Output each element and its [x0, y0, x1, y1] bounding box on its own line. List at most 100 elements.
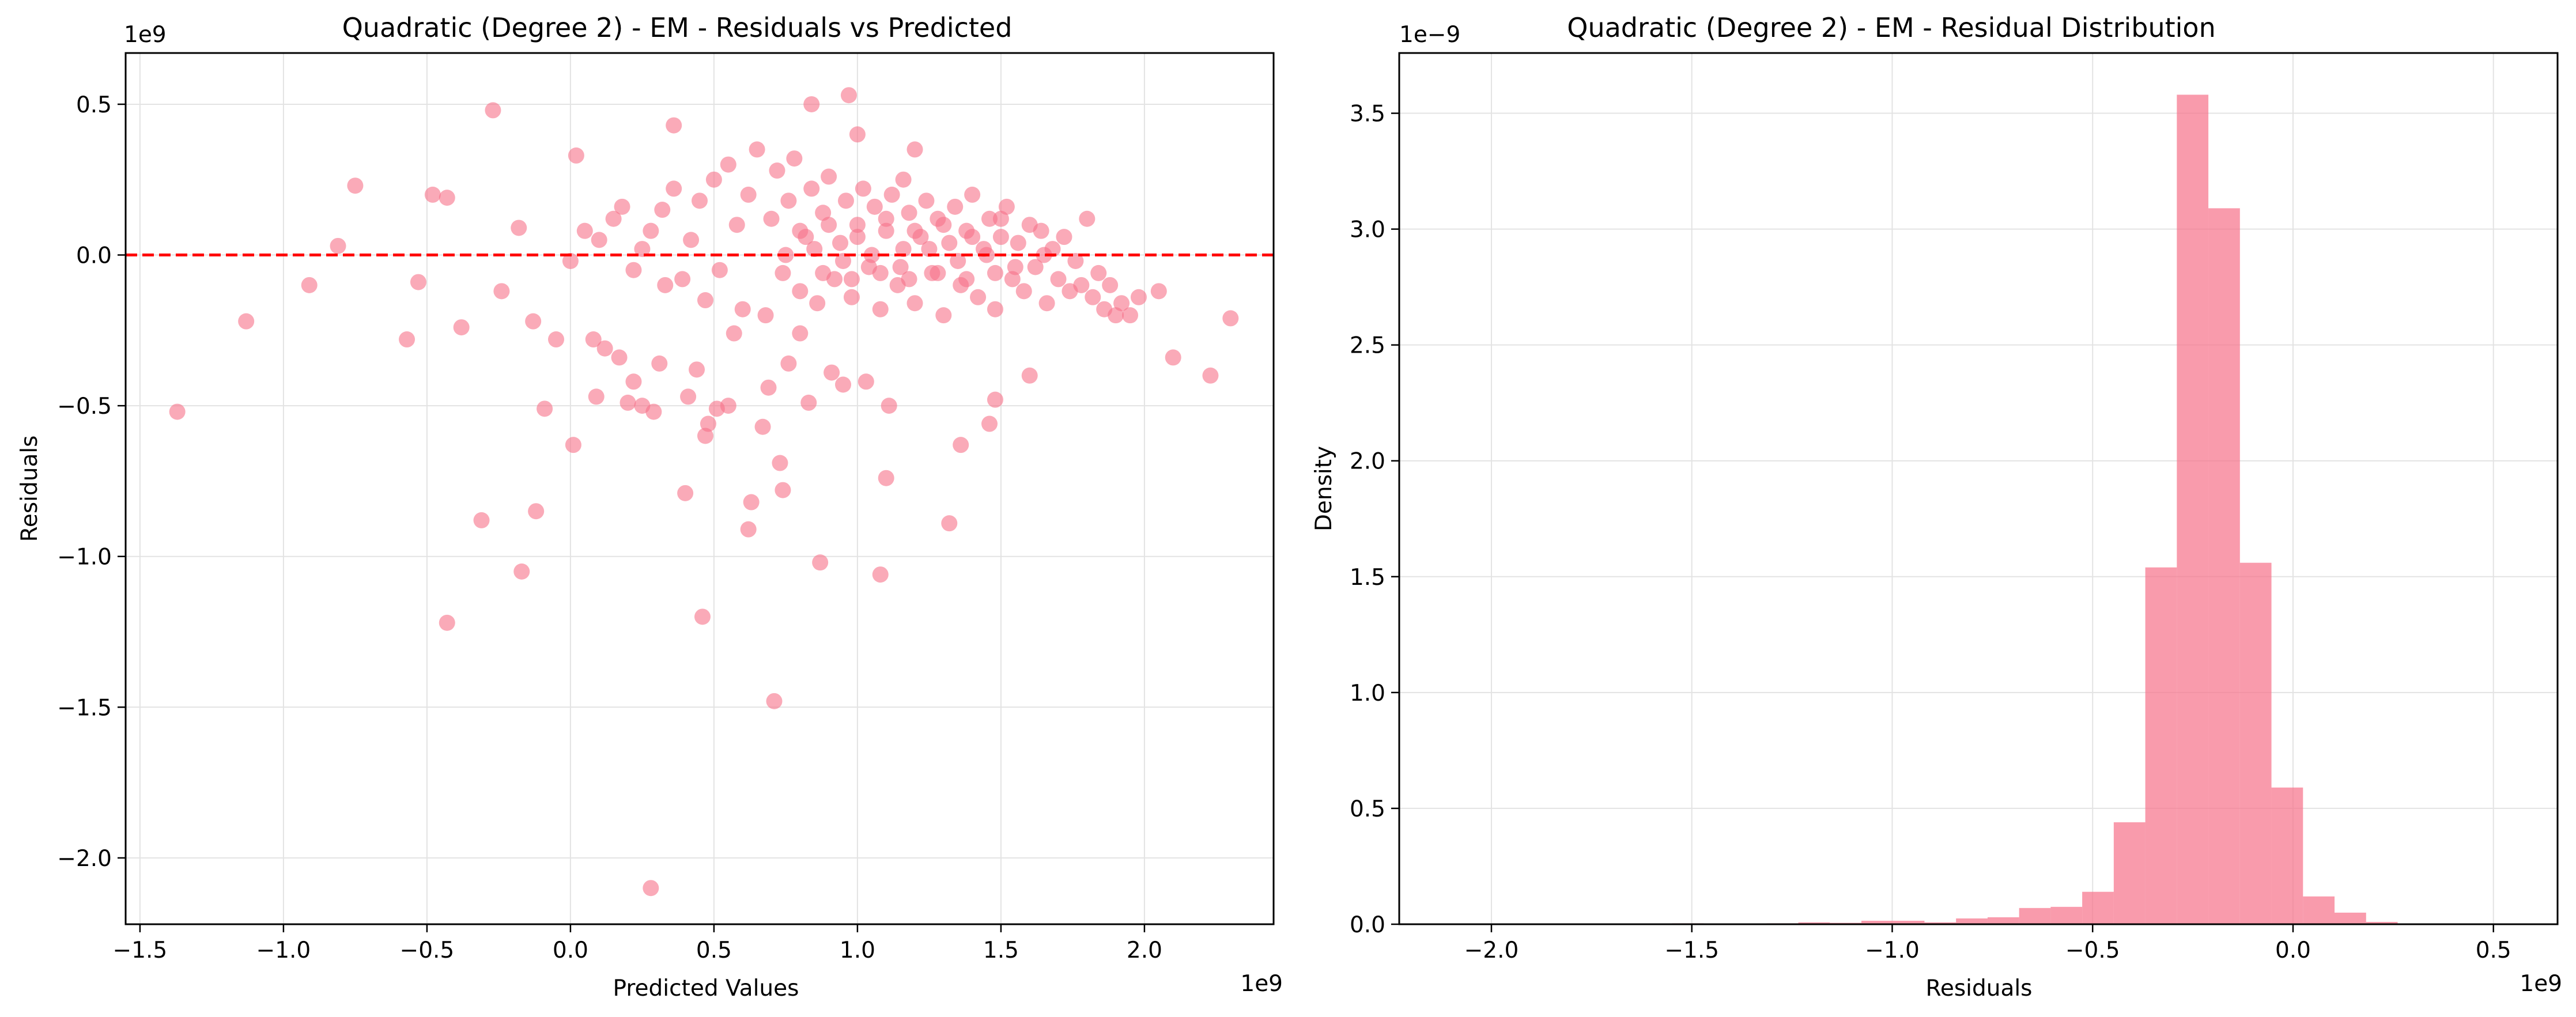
scatter-y-axis-label: Residuals: [17, 435, 43, 542]
scatter-point: [858, 373, 874, 390]
scatter-x-offset-label: 1e9: [1240, 971, 1283, 997]
scatter-point: [537, 400, 553, 417]
scatter-point: [625, 262, 642, 278]
scatter-point: [654, 202, 671, 218]
scatter-point: [1027, 259, 1044, 275]
scatter-point: [674, 271, 691, 288]
scatter-point: [935, 217, 952, 233]
y-tick-label: 2.5: [1350, 333, 1385, 359]
scatter-point: [683, 232, 700, 248]
scatter-point: [780, 192, 797, 209]
scatter-point: [511, 220, 527, 236]
histogram-bar: [2145, 567, 2177, 924]
scatter-point: [958, 271, 975, 288]
scatter-point: [806, 241, 823, 258]
scatter-point: [815, 264, 832, 281]
scatter-point: [754, 418, 771, 435]
y-tick-label: 0.5: [76, 92, 112, 118]
x-tick-label: −1.5: [113, 937, 168, 963]
histogram-y-ticks: 0.0 0.5 1.0 1.5 2.0 2.5 3.0 3.5: [1350, 101, 1399, 938]
scatter-point: [930, 264, 946, 281]
scatter-point: [525, 313, 542, 330]
scatter-point: [987, 264, 1003, 281]
scatter-point: [1007, 259, 1023, 275]
scatter-axes-frame: [124, 52, 1275, 925]
scatter-point: [588, 388, 605, 405]
scatter-point: [643, 222, 659, 239]
scatter-point: [895, 171, 912, 188]
scatter-point: [901, 205, 917, 221]
scatter-point: [821, 168, 837, 185]
histogram-x-axis-label: Residuals: [1925, 976, 2032, 1001]
scatter-point: [749, 141, 765, 158]
scatter-point: [169, 403, 186, 420]
scatter-point: [697, 292, 713, 309]
scatter-point: [614, 198, 630, 215]
scatter-point: [743, 494, 760, 511]
y-tick-label: −1.0: [57, 545, 112, 570]
scatter-point: [964, 229, 981, 245]
scatter-point: [689, 361, 705, 378]
scatter-points: [169, 87, 1239, 897]
scatter-point: [634, 241, 651, 258]
scatter-point: [611, 349, 628, 366]
scatter-point: [513, 563, 530, 580]
scatter-point: [697, 428, 713, 444]
scatter-y-ticks: −2.0 −1.5 −1.0 −0.5 0.0 0.5: [57, 92, 126, 872]
x-tick-label: 1.0: [840, 937, 875, 963]
histogram-y-offset-label: 1e−9: [1399, 22, 1460, 48]
x-tick-label: −0.5: [2065, 937, 2120, 963]
scatter-point: [694, 608, 711, 625]
histogram-bar: [1956, 918, 1988, 924]
scatter-point: [657, 277, 674, 293]
x-tick-label: −1.0: [1865, 937, 1920, 963]
scatter-point: [1015, 283, 1032, 300]
scatter-point: [740, 186, 757, 203]
scatter-point: [700, 415, 716, 432]
scatter-point: [792, 222, 809, 239]
scatter-point: [1073, 277, 1090, 293]
histogram-x-ticks: −2.0 −1.5 −1.0 −0.5 0.0 0.5: [1464, 924, 2511, 963]
scatter-point: [645, 403, 662, 420]
scatter-point: [720, 398, 736, 414]
histogram-bars: [1451, 94, 2398, 925]
scatter-point: [815, 205, 832, 221]
histogram-bar: [2113, 822, 2146, 924]
histogram-bar: [2239, 562, 2272, 924]
scatter-point: [832, 235, 849, 251]
histogram-bar: [1987, 917, 2019, 924]
x-tick-label: −1.5: [1664, 937, 1719, 963]
scatter-point: [692, 192, 708, 209]
scatter-point: [677, 485, 694, 501]
y-tick-label: −1.5: [57, 695, 112, 721]
scatter-x-ticks: −1.5 −1.0 −0.5 0.0 0.5 1.0 1.5 2.0: [113, 924, 1162, 963]
x-tick-label: 2.0: [1127, 937, 1162, 963]
scatter-point: [562, 252, 579, 269]
scatter-point: [591, 232, 607, 248]
histogram-bar: [2271, 787, 2303, 924]
scatter-point: [849, 229, 866, 245]
scatter-point: [849, 217, 866, 233]
histogram-bar: [2082, 891, 2114, 924]
scatter-point: [330, 237, 346, 254]
scatter-point: [568, 147, 584, 164]
scatter-point: [769, 162, 785, 179]
scatter-point: [473, 512, 490, 528]
scatter-point: [812, 554, 829, 571]
scatter-point: [992, 210, 1009, 227]
scatter-point: [809, 295, 826, 312]
x-tick-label: −1.0: [256, 937, 311, 963]
scatter-point: [892, 259, 909, 275]
scatter-point: [651, 355, 668, 372]
x-tick-label: 0.5: [696, 937, 732, 963]
histogram-bar: [2335, 912, 2366, 924]
scatter-point: [1102, 277, 1119, 293]
scatter-point: [585, 331, 602, 348]
histogram-y-axis-label: Density: [1311, 446, 1337, 531]
scatter-point: [953, 437, 969, 453]
scatter-point: [1090, 264, 1107, 281]
scatter-point: [605, 210, 622, 227]
scatter-point: [565, 437, 581, 453]
scatter-point: [906, 295, 923, 312]
scatter-point: [1079, 210, 1096, 227]
